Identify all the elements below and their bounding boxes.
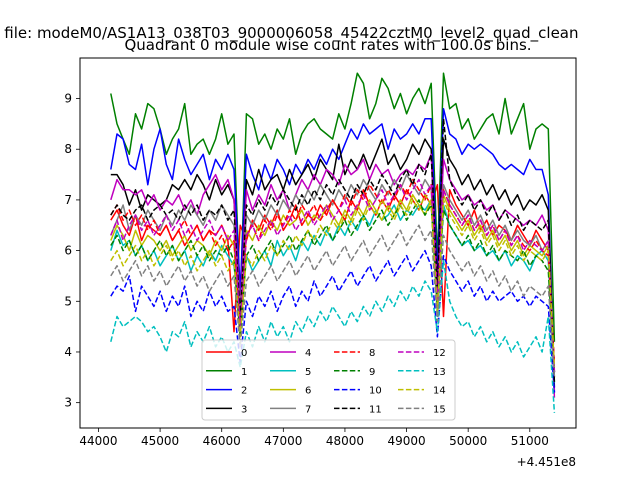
- chart-title: Quadrant 0 module wise count rates with …: [124, 36, 531, 54]
- legend-label-8: 8: [369, 348, 375, 359]
- series-line-3: [110, 138, 556, 388]
- x-tick-label: 46000: [203, 434, 241, 448]
- legend-box: [201, 339, 456, 421]
- x-tick-label: 50000: [449, 434, 487, 448]
- y-tick-label: 3: [64, 396, 72, 410]
- series-line-11: [110, 118, 556, 383]
- legend-label-0: 0: [241, 348, 247, 359]
- series-line-2: [110, 107, 556, 393]
- legend-label-15: 15: [433, 404, 446, 415]
- legend-label-12: 12: [433, 348, 446, 359]
- x-tick-label: 49000: [387, 434, 425, 448]
- y-tick-label: 6: [64, 244, 72, 258]
- legend-label-5: 5: [305, 367, 311, 378]
- x-tick-label: 44000: [79, 434, 117, 448]
- axes-frame: [79, 57, 577, 429]
- x-tick-label: 45000: [141, 434, 179, 448]
- series-line-1: [110, 72, 556, 342]
- plot-area: [110, 72, 556, 413]
- x-tick-label: 51000: [511, 434, 549, 448]
- y-tick-label: 7: [64, 193, 72, 207]
- x-offset-text: +4.451e8: [517, 455, 576, 469]
- legend-label-7: 7: [305, 404, 311, 415]
- legend-label-1: 1: [241, 367, 247, 378]
- legend-label-11: 11: [369, 404, 382, 415]
- legend-label-3: 3: [241, 404, 247, 415]
- x-axis: 44000 45000 46000 47000 48000 49000 50000 51000: [79, 428, 549, 448]
- legend-label-4: 4: [305, 348, 311, 359]
- series-line-10: [110, 249, 556, 393]
- legend-label-2: 2: [241, 386, 247, 397]
- series-line-13: [110, 259, 556, 413]
- legend-label-14: 14: [433, 386, 446, 397]
- legend-label-9: 9: [369, 367, 375, 378]
- y-axis: 3 4 5 6 7 8 9: [64, 92, 80, 410]
- series-line-5: [110, 199, 556, 383]
- series-line-15: [110, 224, 556, 378]
- figure-suptitle: n file: modeM0/AS1A13_038T03_9000006058_…: [0, 24, 579, 43]
- legend-label-10: 10: [369, 386, 382, 397]
- legend-label-6: 6: [305, 386, 311, 397]
- legend-label-13: 13: [433, 367, 446, 378]
- x-tick-label: 48000: [326, 434, 364, 448]
- y-tick-label: 4: [64, 345, 72, 359]
- series-line-7: [110, 173, 556, 378]
- series-line-9: [110, 199, 556, 373]
- series-line-14: [110, 194, 556, 368]
- y-tick-label: 9: [64, 92, 72, 106]
- y-tick-label: 5: [64, 294, 72, 308]
- x-tick-label: 47000: [264, 434, 302, 448]
- y-tick-label: 8: [64, 142, 72, 156]
